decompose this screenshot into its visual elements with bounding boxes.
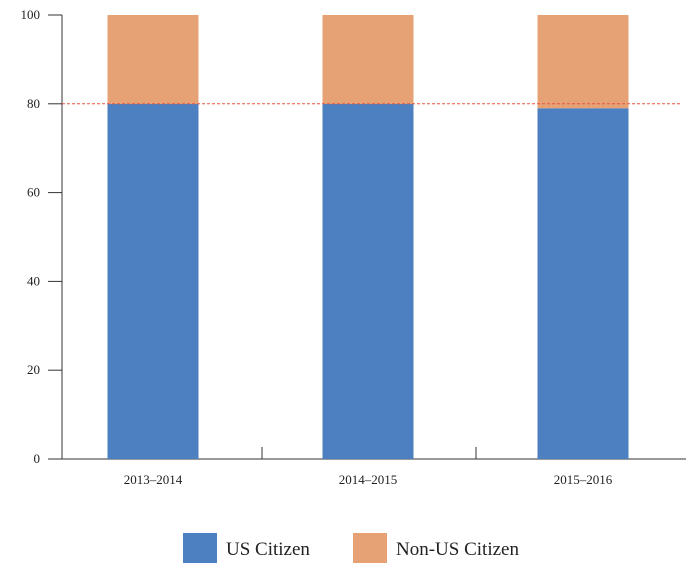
legend-non-us-citizen-label: Non-US Citizen: [396, 539, 519, 560]
legend: US Citizen Non-US Citizen: [183, 533, 519, 563]
y-tick-labels: 0 20 40 60 80 100: [21, 7, 41, 466]
bars: [107, 15, 629, 460]
legend-non-us-citizen-swatch: [353, 533, 387, 563]
bar-us-citizen-1: [322, 103, 414, 460]
bar-us-citizen-0: [107, 103, 199, 460]
bar-non-us-citizen-0: [107, 15, 199, 104]
x-tick-label-0: 2013–2014: [124, 472, 183, 487]
legend-us-citizen-swatch: [183, 533, 217, 563]
bar-non-us-citizen-2: [537, 15, 629, 109]
x-tick-labels: 2013–2014 2014–2015 2015–2016: [124, 472, 613, 487]
bar-non-us-citizen-1: [322, 15, 414, 104]
bar-us-citizen-2: [537, 108, 629, 460]
y-tick-label-100: 100: [21, 7, 41, 22]
legend-us-citizen-label: US Citizen: [226, 539, 310, 560]
x-tick-label-1: 2014–2015: [339, 472, 398, 487]
y-tick-label-0: 0: [34, 451, 41, 466]
y-tick-label-40: 40: [27, 273, 40, 288]
x-tick-label-2: 2015–2016: [554, 472, 613, 487]
y-tick-label-80: 80: [27, 96, 40, 111]
y-tick-label-60: 60: [27, 185, 40, 200]
y-tick-label-20: 20: [27, 362, 40, 377]
